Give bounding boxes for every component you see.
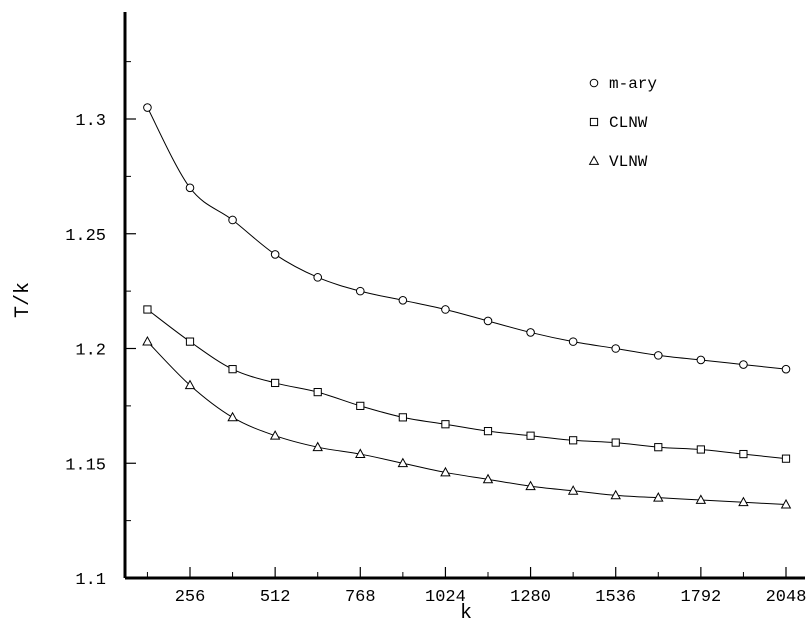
- data-point: [184, 379, 196, 390]
- data-point: [526, 431, 535, 440]
- data-point: [269, 430, 281, 440]
- data-point: [398, 296, 408, 305]
- axes: [123, 12, 805, 580]
- data-point: [312, 441, 323, 452]
- data-point: [781, 364, 791, 374]
- data-point: [653, 351, 663, 360]
- legend-label: m-ary: [609, 75, 657, 93]
- legend: m-ary CLNW VLNW: [588, 75, 657, 171]
- data-point: [695, 494, 707, 504]
- data-point: [397, 457, 409, 468]
- y-axis-title: T/k: [12, 282, 35, 318]
- series-clnw: [143, 305, 791, 463]
- data-point: [185, 183, 195, 193]
- x-tick-label: 2048: [766, 588, 807, 607]
- data-point: [441, 305, 450, 314]
- data-point: [440, 466, 451, 477]
- data-point: [781, 454, 791, 463]
- data-point: [313, 388, 322, 397]
- legend-label: CLNW: [609, 114, 648, 132]
- x-tick-label: 1536: [595, 588, 636, 607]
- data-point: [654, 443, 663, 452]
- data-point: [525, 480, 536, 491]
- data-point: [567, 485, 579, 495]
- series-line: [146, 107, 787, 370]
- data-point: [441, 420, 450, 429]
- data-point: [271, 378, 280, 388]
- y-tick-label: 1.25: [65, 227, 106, 246]
- x-tick-label: 512: [260, 588, 291, 607]
- data-point: [143, 305, 152, 314]
- data-point: [611, 438, 620, 447]
- legend-label: VLNW: [609, 153, 648, 171]
- data-point: [185, 337, 195, 346]
- series-line: [147, 341, 787, 506]
- data-point: [483, 316, 493, 326]
- x-tick-label: 1792: [680, 588, 721, 607]
- data-point: [482, 473, 494, 484]
- data-point: [143, 103, 152, 112]
- data-point: [313, 273, 323, 282]
- data-point: [355, 286, 365, 296]
- data-point: [355, 448, 366, 458]
- legend-marker: [589, 117, 599, 127]
- x-tick-label: 256: [175, 588, 206, 607]
- ticks: 1.1 1.15 1.2 1.25 1.3 256 512 768 1024 1280 1536 17…: [65, 61, 807, 607]
- y-tick-label: 1.15: [65, 456, 106, 475]
- y-tick-label: 1.2: [75, 342, 106, 361]
- data-point: [739, 360, 748, 369]
- data-point: [483, 427, 493, 436]
- data-point: [696, 355, 706, 365]
- legend-marker: [588, 155, 600, 165]
- series-vlnw: [142, 335, 792, 509]
- data-point: [526, 328, 535, 337]
- data-point: [568, 337, 578, 346]
- y-tick-label: 1.1: [75, 571, 106, 590]
- series-line: [147, 309, 787, 460]
- data-point: [653, 492, 664, 502]
- x-axis-title: k: [460, 602, 472, 625]
- data-point: [270, 250, 280, 259]
- x-tick-label: 1024: [425, 588, 466, 607]
- data-point: [227, 411, 238, 422]
- series-layer: [142, 103, 792, 509]
- data-point: [739, 449, 748, 459]
- data-point: [780, 498, 792, 509]
- legend-marker: [589, 78, 599, 88]
- data-point: [142, 335, 153, 346]
- data-point: [356, 401, 365, 410]
- x-tick-label: 1280: [510, 588, 551, 607]
- data-point: [398, 413, 407, 422]
- data-point: [611, 344, 621, 353]
- data-point: [569, 436, 578, 445]
- series-m-ary: [143, 103, 791, 374]
- data-point: [738, 496, 749, 507]
- x-tick-label: 768: [345, 588, 376, 607]
- data-point: [610, 489, 621, 500]
- y-tick-label: 1.3: [75, 112, 106, 131]
- data-point: [696, 445, 705, 454]
- data-point: [228, 215, 237, 225]
- data-point: [228, 365, 237, 374]
